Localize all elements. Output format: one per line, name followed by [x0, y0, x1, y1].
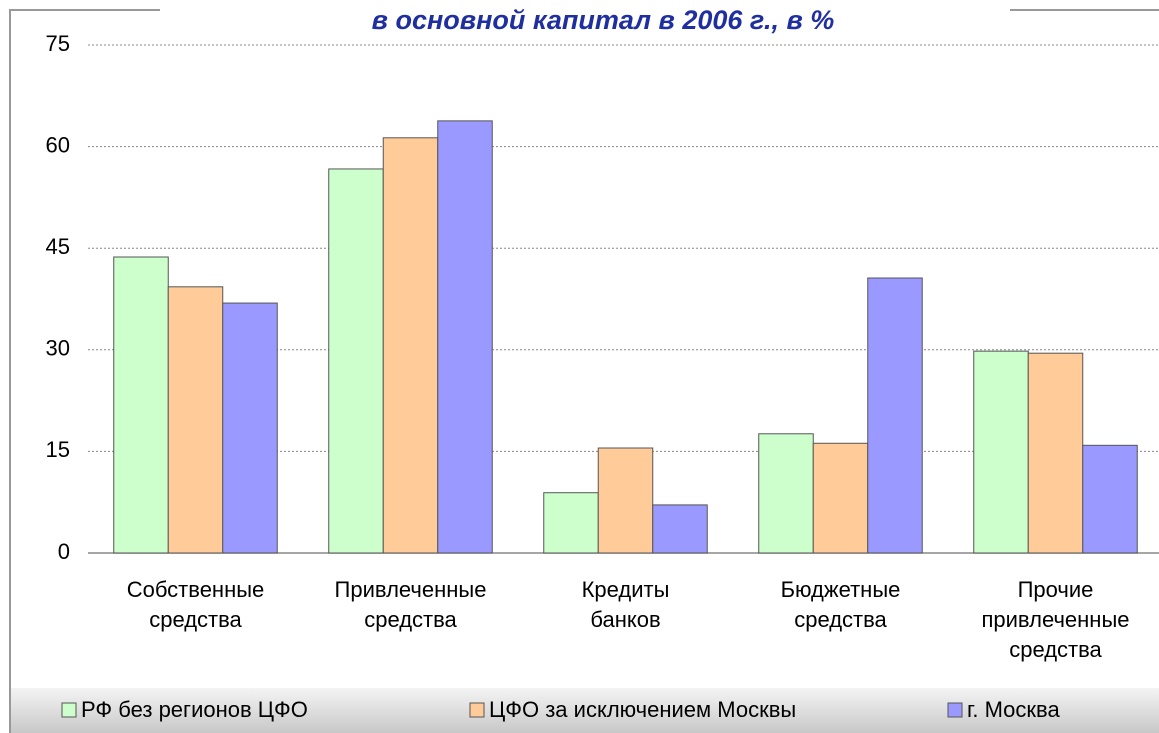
bar [167, 286, 224, 554]
bar [973, 350, 1029, 554]
bar [222, 302, 278, 554]
x-tick-label: Бюджетные средства [781, 577, 901, 632]
x-tick-label: Прочие привлеченные средства [981, 577, 1129, 662]
bar [867, 277, 923, 554]
y-tick-label: 15 [46, 437, 70, 462]
bar [437, 120, 493, 554]
bar [543, 492, 599, 554]
bar [382, 137, 439, 554]
legend-band [11, 688, 1159, 733]
y-tick-label: 0 [58, 539, 70, 564]
bar [328, 168, 384, 554]
x-tick-label: Привлеченные средства [335, 577, 487, 632]
y-tick-label: 60 [46, 132, 70, 157]
title-box [160, 0, 1010, 44]
legend-label: г. Москва [967, 697, 1060, 722]
x-tick-label: Собственные средства [127, 577, 265, 632]
plot: 0 15 30 45 60 75 Собственные средства Привлеченн… [46, 31, 1159, 662]
bar [758, 433, 814, 554]
x-tick-label: Кредиты банков [582, 577, 670, 632]
legend-swatch [61, 702, 77, 718]
y-tick-label: 30 [46, 336, 70, 361]
bar [812, 442, 869, 554]
legend-label: РФ без регионов ЦФО [81, 697, 308, 722]
bar [1082, 444, 1138, 554]
y-tick-label: 75 [46, 31, 70, 56]
bar [113, 256, 169, 554]
bar [1027, 352, 1084, 554]
legend-swatch [947, 702, 963, 718]
bar [597, 447, 654, 554]
y-tick-label: 45 [46, 234, 70, 259]
bar [652, 504, 708, 554]
chart-title: в основной капитал в 2006 г., в % [372, 5, 835, 35]
legend-swatch [469, 702, 485, 718]
legend-label: ЦФО за исключением Москвы [489, 697, 796, 722]
